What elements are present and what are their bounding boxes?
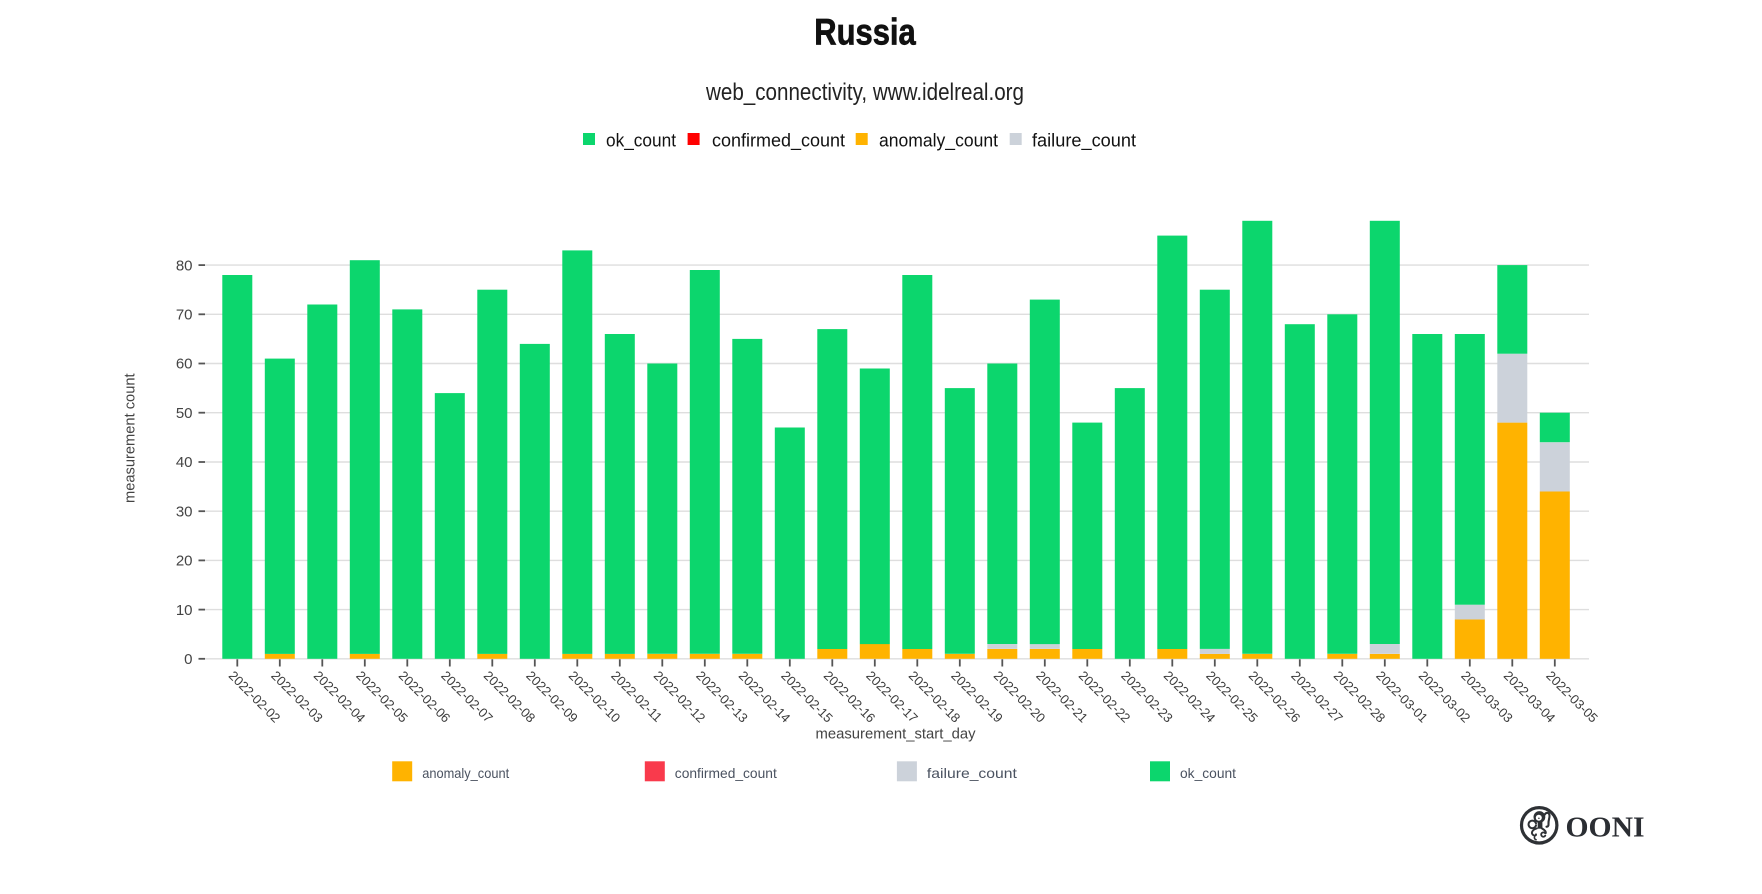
svg-text:80: 80 <box>176 257 193 274</box>
svg-text:confirmed_count: confirmed_count <box>712 131 845 152</box>
svg-text:70: 70 <box>176 307 193 324</box>
svg-text:Russia: Russia <box>814 12 916 53</box>
svg-text:40: 40 <box>176 454 193 471</box>
svg-text:ok_count: ok_count <box>1180 765 1236 781</box>
svg-text:confirmed_count: confirmed_count <box>675 765 777 781</box>
svg-text:10: 10 <box>176 602 193 619</box>
svg-text:30: 30 <box>176 503 193 520</box>
svg-text:anomaly_count: anomaly_count <box>422 765 509 781</box>
svg-text:60: 60 <box>176 356 193 373</box>
svg-text:failure_count: failure_count <box>927 765 1017 781</box>
svg-text:measurement_start_day: measurement_start_day <box>816 726 976 743</box>
svg-text:anomaly_count: anomaly_count <box>879 131 998 152</box>
svg-text:OONI: OONI <box>1566 811 1645 843</box>
svg-text:50: 50 <box>176 405 193 422</box>
svg-text:failure_count: failure_count <box>1032 131 1136 152</box>
svg-text:20: 20 <box>176 553 193 570</box>
svg-text:web_connectivity, www.idelreal: web_connectivity, www.idelreal.org <box>705 79 1024 106</box>
svg-text:measurement count: measurement count <box>122 373 139 503</box>
svg-text:ok_count: ok_count <box>606 131 676 152</box>
svg-text:0: 0 <box>184 651 192 668</box>
